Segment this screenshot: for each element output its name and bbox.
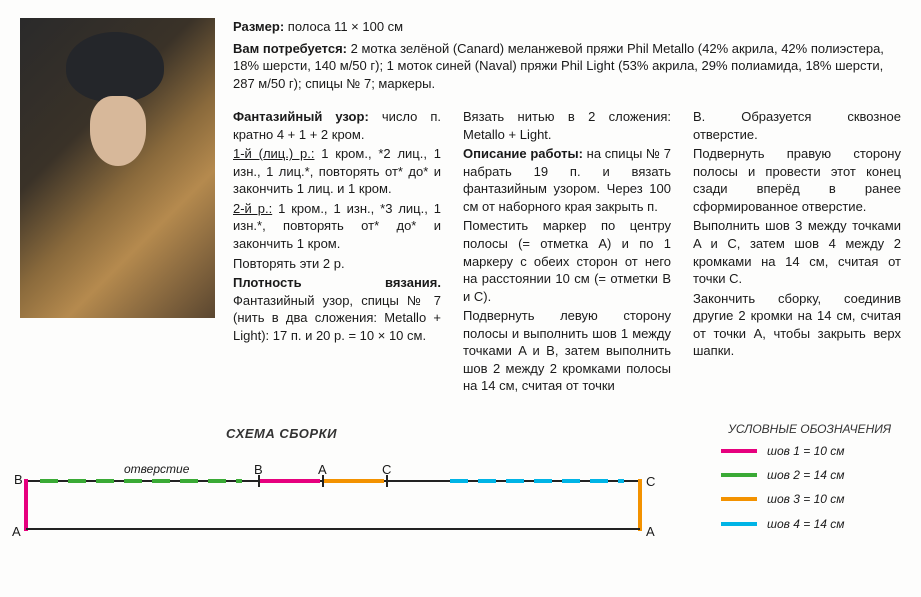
diagram-label: C	[646, 473, 655, 491]
scheme-title: СХЕМА СБОРКИ	[226, 425, 337, 443]
diagram-label: A	[646, 523, 655, 541]
diagram-seg	[68, 479, 86, 483]
repeat-text: Повторять эти 2 р.	[233, 255, 441, 273]
size-value: полоса 11 × 100 см	[288, 19, 403, 34]
diagram-seg	[124, 479, 142, 483]
col2-p3: Поместить маркер по центру полосы (= отм…	[463, 217, 671, 305]
density-label: Плотность вязания.	[233, 275, 441, 290]
legend-swatch	[721, 497, 757, 501]
diagram-seg	[506, 479, 524, 483]
legend-text: шов 3 = 10 см	[767, 491, 845, 507]
diagram-seg	[324, 479, 384, 483]
legend-row: шов 4 = 14 см	[721, 516, 901, 532]
header-block: Размер: полоса 11 × 100 см Вам потребует…	[233, 18, 901, 92]
col3-p3: Выполнить шов 3 между точками A и C, зат…	[693, 217, 901, 287]
legend-text: шов 1 = 10 см	[767, 443, 845, 459]
diagram-seg	[180, 479, 198, 483]
diagram-seg	[534, 479, 552, 483]
col3-p4: Закончить сборку, соединив другие 2 кром…	[693, 290, 901, 360]
column-1: Фантазийный узор: число п. кратно 4 + 1 …	[233, 108, 441, 397]
legend-swatch	[721, 473, 757, 477]
density-text: Фантазийный узор, спицы № 7 (нить в два …	[233, 293, 441, 343]
diagram-seg	[40, 479, 58, 483]
diagram-label: A	[318, 461, 327, 479]
diagram-seg	[590, 479, 608, 483]
assembly-diagram: BBACCAAотверстие	[20, 457, 670, 547]
legend-row: шов 2 = 14 см	[721, 467, 901, 483]
diagram-seg	[96, 479, 114, 483]
legend-text: шов 2 = 14 см	[767, 467, 845, 483]
need-label: Вам потребуется:	[233, 41, 347, 56]
row2-label: 2-й р.:	[233, 201, 272, 216]
col3-p2: Подвернуть правую сторону полосы и прове…	[693, 145, 901, 215]
legend-swatch	[721, 522, 757, 526]
col2-p4: Подвернуть левую сторону полосы и выполн…	[463, 307, 671, 395]
diagram-seg	[24, 479, 28, 531]
diagram-label: A	[12, 523, 21, 541]
legend-row: шов 3 = 10 см	[721, 491, 901, 507]
diagram-seg	[618, 479, 624, 483]
diagram-seg	[638, 479, 642, 531]
legend-swatch	[721, 449, 757, 453]
legend: шов 1 = 10 см шов 2 = 14 см шов 3 = 10 см ш…	[721, 443, 901, 540]
diagram-seg	[152, 479, 170, 483]
diagram-label: B	[254, 461, 263, 479]
row1-label: 1-й (лиц.) р.:	[233, 146, 314, 161]
diagram-label: B	[14, 471, 23, 489]
diagram-seg	[562, 479, 580, 483]
legend-row: шов 1 = 10 см	[721, 443, 901, 459]
diagram-seg	[450, 479, 468, 483]
otv-label: отверстие	[124, 461, 189, 477]
text-columns: Фантазийный узор: число п. кратно 4 + 1 …	[233, 108, 901, 397]
col3-p1: B. Образуется сквозное отверстие.	[693, 108, 901, 143]
diagram-seg	[478, 479, 496, 483]
column-3: B. Образуется сквозное отверстие. Подвер…	[693, 108, 901, 397]
diagram-seg	[260, 479, 320, 483]
work-label: Описание работы:	[463, 146, 583, 161]
col2-p1: Вязать нитью в 2 сложения: Metallo + Lig…	[463, 108, 671, 143]
size-label: Размер:	[233, 19, 284, 34]
diagram-label: C	[382, 461, 391, 479]
column-2: Вязать нитью в 2 сложения: Metallo + Lig…	[463, 108, 671, 397]
model-photo	[20, 18, 215, 318]
diagram-seg	[236, 479, 242, 483]
diagram-line	[26, 528, 640, 530]
pattern-label: Фантазийный узор:	[233, 109, 369, 124]
diagram-seg	[208, 479, 226, 483]
legend-text: шов 4 = 14 см	[767, 516, 845, 532]
legend-title: УСЛОВНЫЕ ОБОЗНАЧЕНИЯ	[728, 421, 891, 437]
